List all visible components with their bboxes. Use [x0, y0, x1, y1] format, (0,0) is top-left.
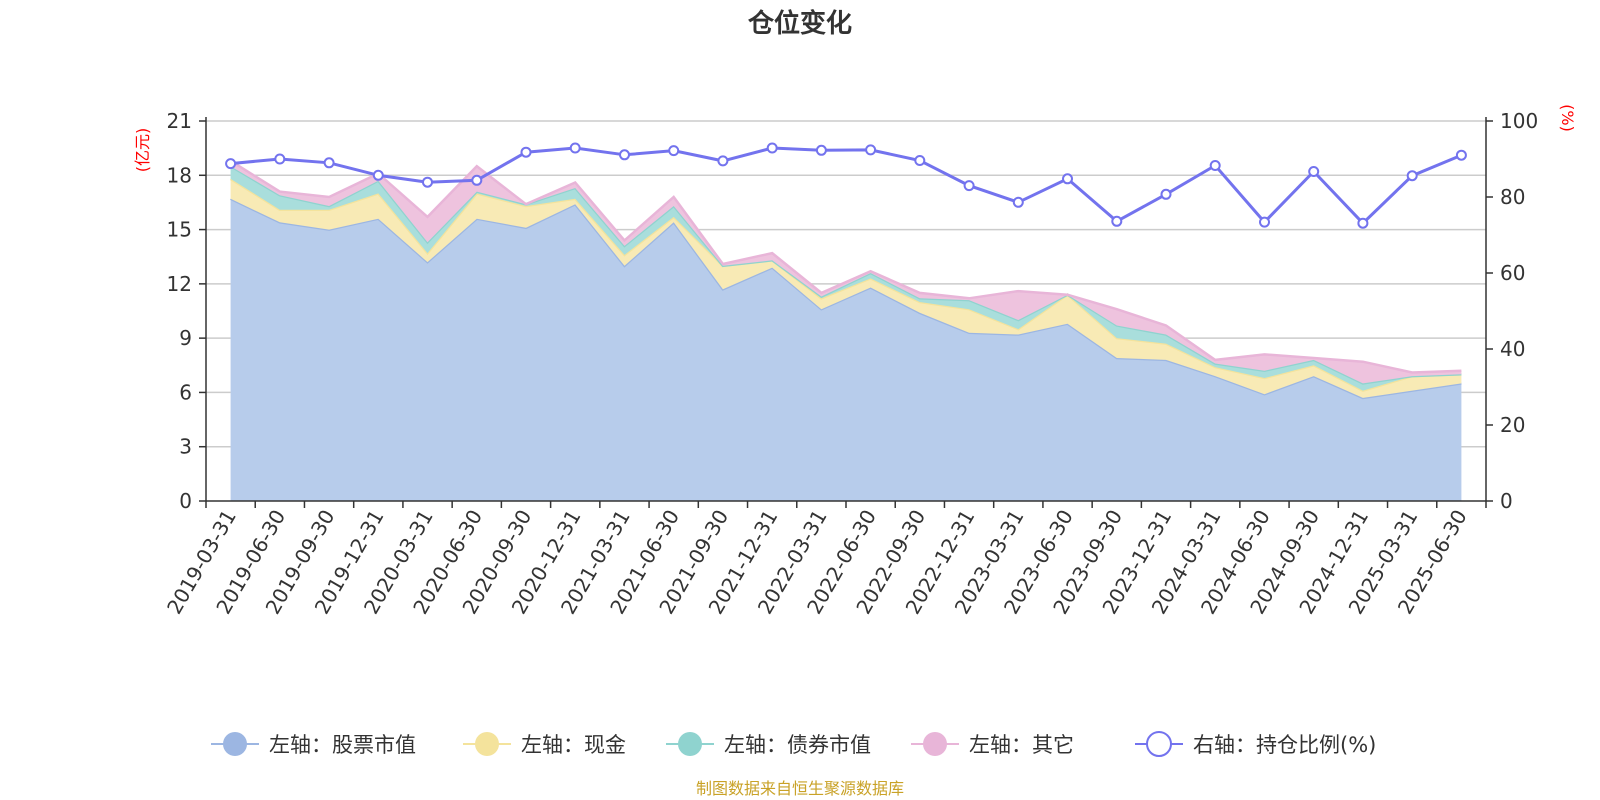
right-tick-label: 40 — [1500, 337, 1525, 361]
legend-item-1[interactable]: 左轴：现金 — [463, 732, 626, 757]
ratio-point — [1209, 160, 1221, 171]
legend-label: 左轴：现金 — [521, 733, 626, 757]
ratio-point — [914, 155, 926, 166]
legend-label: 左轴：股票市值 — [269, 733, 416, 757]
left-tick-label: 18 — [167, 163, 192, 187]
right-tick-label: 80 — [1500, 185, 1525, 209]
left-tick-label: 15 — [167, 218, 192, 242]
legend-marker — [223, 732, 247, 756]
stacked-areas — [229, 159, 1462, 502]
left-tick-label: 21 — [167, 109, 192, 133]
legend-marker — [475, 732, 499, 756]
ratio-point — [1062, 173, 1073, 185]
ratio-point — [1357, 217, 1369, 229]
ratio-point — [274, 153, 286, 165]
ratio-point — [1308, 166, 1320, 177]
right-tick-label: 0 — [1500, 489, 1513, 513]
ratio-point — [668, 145, 680, 157]
legend-item-4[interactable]: 右轴：持仓比例(%) — [1135, 731, 1376, 757]
legend-item-3[interactable]: 左轴：其它 — [911, 732, 1074, 757]
ratio-line-layer — [225, 142, 1467, 229]
ratio-point — [1455, 149, 1467, 161]
right-tick-label: 60 — [1500, 261, 1525, 285]
legend-marker — [678, 732, 702, 756]
area-series-2 — [230, 166, 1462, 391]
ratio-point — [520, 146, 532, 158]
legend-item-2[interactable]: 左轴：债券市值 — [666, 732, 871, 757]
left-tick-label: 12 — [167, 272, 192, 296]
area-series-0 — [230, 198, 1462, 502]
left-axis-unit: (亿元) — [133, 128, 152, 173]
ratio-point — [1111, 215, 1123, 227]
ratio-point — [225, 158, 237, 170]
ratio-line — [230, 146, 1462, 226]
legend-label: 左轴：其它 — [969, 733, 1074, 757]
left-tick-label: 9 — [179, 326, 192, 350]
ratio-point — [372, 169, 384, 181]
area-series-3 — [230, 160, 1462, 384]
ratio-point — [815, 144, 827, 156]
ratio-point — [717, 155, 729, 167]
legend-item-0[interactable]: 左轴：股票市值 — [211, 732, 416, 757]
ratio-point — [471, 174, 483, 186]
ratio-point — [1012, 196, 1024, 208]
ratio-point — [963, 180, 975, 192]
legend-label: 右轴：持仓比例(%) — [1193, 733, 1376, 757]
legend-marker — [923, 732, 947, 756]
area-series-3-edge — [229, 159, 1462, 374]
ratio-point — [323, 157, 335, 169]
legend-marker — [1146, 731, 1172, 757]
left-tick-label: 0 — [179, 489, 192, 513]
right-axis-unit: (%) — [1558, 104, 1577, 132]
data-source-note: 制图数据来自恒生聚源数据库 — [696, 779, 904, 798]
right-tick-label: 100 — [1500, 109, 1538, 133]
left-tick-label: 3 — [179, 435, 192, 459]
ratio-point — [569, 142, 581, 154]
left-tick-label: 6 — [179, 380, 192, 404]
ratio-point — [766, 142, 778, 154]
right-tick-label: 20 — [1500, 413, 1525, 437]
ratio-point — [1406, 170, 1418, 182]
ratio-point — [1160, 188, 1172, 200]
ratio-point — [422, 176, 433, 188]
legend: 左轴：股票市值 左轴：现金 左轴：债券市值 左轴：其它 右轴：持仓比例(%) — [211, 731, 1376, 757]
ratio-point — [619, 149, 630, 161]
ratio-point — [865, 144, 877, 156]
ratio-point — [1259, 216, 1270, 228]
legend-label: 左轴：债券市值 — [724, 733, 871, 757]
chart-title: 仓位变化 — [747, 8, 852, 39]
